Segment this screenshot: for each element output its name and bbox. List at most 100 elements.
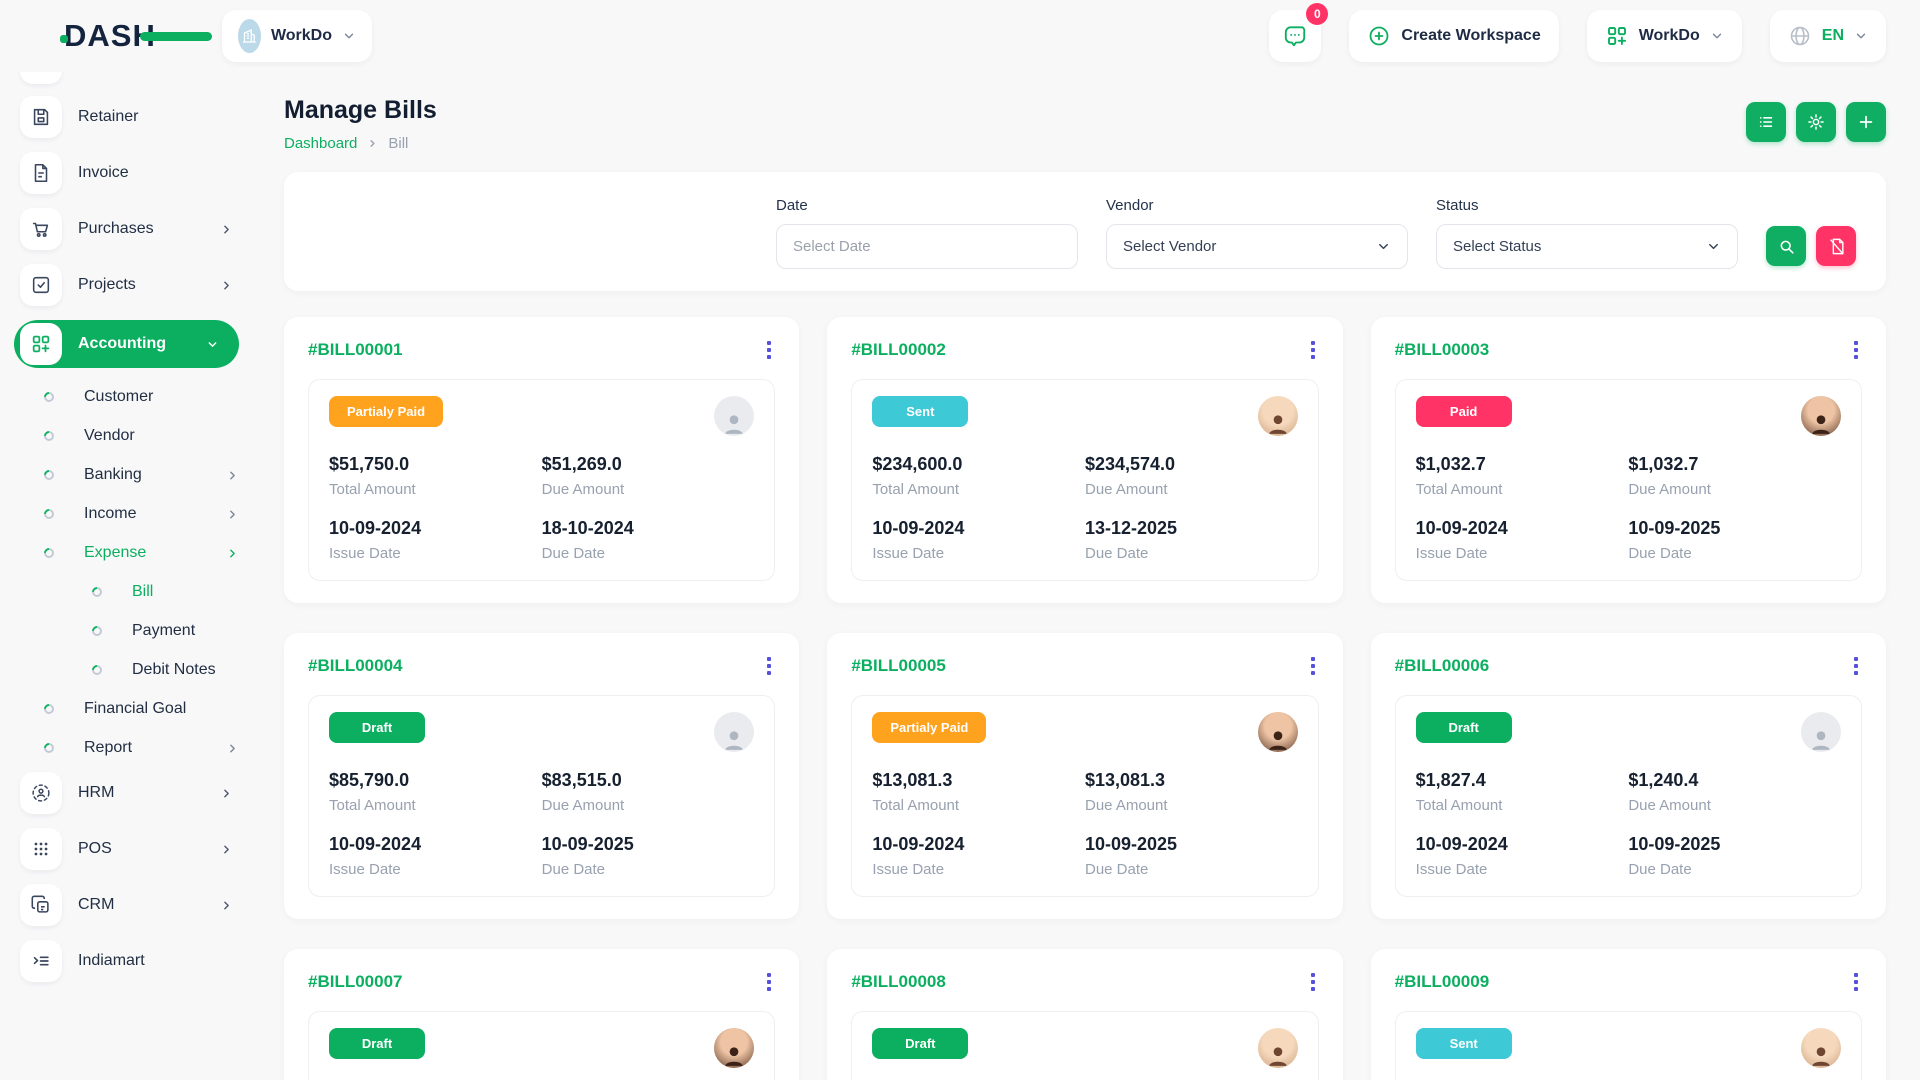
chevron-right-icon [220,787,233,800]
due-amount-block: $13,081.3 Due Amount [1085,770,1298,814]
breadcrumb-current: Bill [388,135,409,152]
status-badge: Draft [1415,712,1512,743]
app-switcher-button[interactable]: WorkDo [1586,10,1742,62]
more-options-icon[interactable] [1307,653,1319,679]
sidebar-subitem-income[interactable]: Income [34,499,239,529]
bill-card-header: #BILL00003 [1395,337,1862,363]
due-amount-label: Due Amount [1628,797,1711,814]
filter-vendor-group: Vendor Select Vendor [1106,197,1408,269]
avatar [714,396,755,436]
date-label: Date [776,197,808,214]
sidebar-subitem-bill[interactable]: Bill [82,577,239,607]
clipped-icon [20,72,62,84]
more-options-icon[interactable] [1850,337,1862,363]
sidebar-label: Bill [132,583,154,600]
bill-card-body: Draft $1,811.3 Total Amount [308,1011,776,1080]
bill-number-link[interactable]: #BILL00009 [1394,972,1490,991]
settings-button[interactable] [1796,102,1836,142]
sidebar-item-invoice[interactable]: Invoice [20,152,239,194]
workspace-switcher[interactable]: WorkDo [222,10,372,62]
vendor-select[interactable]: Select Vendor [1106,224,1408,269]
more-options-icon[interactable] [1307,969,1319,995]
due-date-block: 18-10-2024 Due Date [542,518,755,562]
status-select[interactable]: Select Status [1436,224,1738,269]
sidebar-label: Expense [84,544,147,561]
more-options-icon[interactable] [763,653,775,679]
bill-number-link[interactable]: #BILL00007 [308,972,403,991]
sidebar-subitem-expense[interactable]: Expense [34,538,239,568]
sidebar-item-hrm[interactable]: HRM [20,772,239,814]
chevron-right-icon [220,279,233,292]
bill-card-header: #BILL00006 [1395,653,1862,679]
status-label: Status [1436,197,1479,214]
sidebar-item-accounting[interactable]: Accounting [14,320,239,368]
due-amount-value: $1,032.7 [1628,454,1699,474]
apply-filter-button[interactable] [1766,226,1806,266]
sidebar-item-pos[interactable]: POS [20,828,239,870]
sidebar-subitem-customer[interactable]: Customer [34,382,239,412]
bill-amounts-row: $85,790.0 Total Amount $83,515.0 Due Amo… [329,770,754,814]
total-amount-block: $1,032.7 Total Amount [1416,454,1629,498]
status-badge: Paid [1415,396,1512,427]
chevron-down-icon [1376,239,1391,254]
total-amount-label: Total Amount [1415,797,1503,814]
bullet-icon [41,545,57,561]
sidebar-label: Customer [84,388,154,405]
sidebar-subitem-payment[interactable]: Payment [82,616,239,646]
bill-number-link[interactable]: #BILL00002 [851,340,946,359]
sidebar-item-projects[interactable]: Projects [20,264,239,306]
chevron-down-icon [1710,29,1724,43]
total-amount-label: Total Amount [329,797,416,814]
chevron-right-icon [226,508,239,521]
breadcrumb: Dashboard Bill [284,135,437,152]
sidebar-subitem-report[interactable]: Report [34,733,239,763]
bill-number-link[interactable]: #BILL00006 [1394,656,1490,675]
date-input[interactable] [776,224,1078,269]
total-amount-value: $1,032.7 [1415,454,1486,474]
bill-status-row: Sent [1415,1028,1841,1068]
messages-button[interactable]: 0 [1269,3,1329,62]
breadcrumb-dashboard-link[interactable]: Dashboard [284,135,358,152]
cart-icon [20,208,62,250]
sidebar-item-retainer[interactable]: Retainer [20,96,239,138]
list-view-button[interactable] [1746,102,1786,142]
sidebar-item-partial[interactable] [20,72,239,84]
due-amount-label: Due Amount [1084,797,1168,814]
sidebar-subitem-debit-notes[interactable]: Debit Notes [82,655,239,685]
clear-filter-button[interactable] [1816,226,1856,266]
more-options-icon[interactable] [763,337,775,363]
more-options-icon[interactable] [763,969,775,995]
bill-number-link[interactable]: #BILL00005 [851,656,946,675]
sidebar-subitem-banking[interactable]: Banking [34,460,239,490]
issue-date-value: 10-09-2024 [329,834,422,854]
create-workspace-button[interactable]: Create Workspace [1349,10,1559,62]
chevron-right-icon [226,469,239,482]
bill-number-link[interactable]: #BILL00003 [1394,340,1490,359]
bill-number-link[interactable]: #BILL00001 [308,340,403,359]
bill-number-link[interactable]: #BILL00004 [308,656,403,675]
more-options-icon[interactable] [1850,969,1862,995]
create-bill-button[interactable] [1846,102,1886,142]
bill-status-row: Draft [1415,712,1841,752]
accounting-icon [20,323,62,365]
language-selector[interactable]: EN [1769,10,1886,62]
issue-date-value: 10-09-2024 [1415,834,1508,854]
sidebar-subitem-financial-goal[interactable]: Financial Goal [34,694,239,724]
issue-date-block: 10-09-2024 Issue Date [872,518,1085,562]
status-badge: Draft [329,1028,425,1059]
bill-card: #BILL00009 Sent [1370,949,1886,1080]
bill-card-header: #BILL00004 [308,653,775,679]
sidebar-subitem-vendor[interactable]: Vendor [34,421,239,451]
sidebar-item-crm[interactable]: CRM [20,884,239,926]
more-options-icon[interactable] [1850,653,1862,679]
bullet-icon [41,389,57,405]
brand-logo[interactable]: DASH [60,16,212,56]
sidebar-item-indiamart[interactable]: Indiamart [20,940,239,982]
due-amount-label: Due Amount [541,481,625,498]
sidebar-item-purchases[interactable]: Purchases [20,208,239,250]
more-options-icon[interactable] [1307,337,1319,363]
bill-number-link[interactable]: #BILL00008 [851,972,946,991]
chevron-down-icon [342,29,356,43]
main-content: Manage Bills Dashboard Bill [253,72,1920,1080]
bill-status-row: Draft [872,1028,1298,1068]
